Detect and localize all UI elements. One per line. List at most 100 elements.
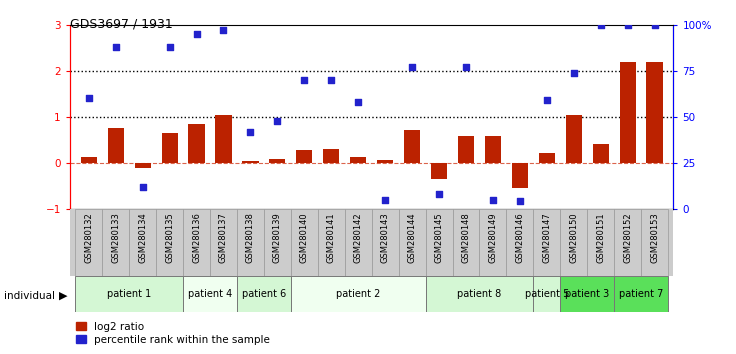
Bar [479,209,506,276]
Bar [372,209,399,276]
Point [325,77,337,83]
Text: GSM280147: GSM280147 [542,212,551,263]
Bar [81,157,97,163]
Text: GSM280146: GSM280146 [515,212,524,263]
Bar [102,209,130,276]
Point [353,99,364,105]
Text: patient 4: patient 4 [188,289,232,299]
Bar [237,276,291,312]
Text: GSM280137: GSM280137 [219,212,228,263]
Point [487,197,499,202]
Bar [323,149,339,163]
Bar [512,163,528,188]
Text: GSM280143: GSM280143 [381,212,389,263]
Point [514,199,526,204]
Point [622,22,634,28]
Text: patient 8: patient 8 [457,289,501,299]
Point [648,22,660,28]
Bar [377,160,393,163]
Text: GSM280133: GSM280133 [111,212,120,263]
Bar [135,163,151,169]
Point [406,64,418,70]
Bar [242,161,258,163]
Text: patient 2: patient 2 [336,289,381,299]
Text: GSM280139: GSM280139 [273,212,282,263]
Point [541,97,553,103]
Text: GDS3697 / 1931: GDS3697 / 1931 [70,18,173,31]
Bar [156,209,183,276]
Bar [161,133,177,163]
Bar [592,144,609,163]
Text: GSM280145: GSM280145 [434,212,444,263]
Bar [566,115,582,163]
Bar [539,153,555,163]
Text: GSM280152: GSM280152 [623,212,632,263]
Text: patient 7: patient 7 [619,289,663,299]
Point [460,64,472,70]
Bar [560,276,614,312]
Text: patient 3: patient 3 [565,289,609,299]
Text: patient 1: patient 1 [107,289,152,299]
Text: GSM280136: GSM280136 [192,212,201,263]
Bar [646,62,662,163]
Point [137,184,149,190]
Bar [641,209,668,276]
Bar [264,209,291,276]
Bar [485,136,501,163]
Bar [350,157,367,163]
Point [434,191,445,197]
Text: GSM280144: GSM280144 [408,212,417,263]
Text: GSM280138: GSM280138 [246,212,255,263]
Text: GSM280149: GSM280149 [489,212,498,263]
Text: GSM280140: GSM280140 [300,212,309,263]
Text: GSM280142: GSM280142 [354,212,363,263]
Point [163,44,175,50]
Bar [404,130,420,163]
Bar [188,124,205,163]
Text: GSM280141: GSM280141 [327,212,336,263]
Bar [183,209,210,276]
Bar [318,209,344,276]
Bar [560,209,587,276]
Text: ▶: ▶ [59,291,68,301]
Point [379,197,391,202]
Point [244,129,256,135]
Bar [458,136,474,163]
Point [595,22,606,28]
Bar [210,209,237,276]
Point [568,70,580,75]
Text: GSM280135: GSM280135 [165,212,174,263]
Text: GSM280148: GSM280148 [461,212,470,263]
Bar [107,129,124,163]
Text: GSM280151: GSM280151 [596,212,605,263]
Text: patient 6: patient 6 [242,289,286,299]
Point [83,96,95,101]
Bar [614,276,668,312]
Point [218,28,230,33]
Bar [399,209,425,276]
Text: GSM280153: GSM280153 [650,212,659,263]
Legend: log2 ratio, percentile rank within the sample: log2 ratio, percentile rank within the s… [71,317,275,349]
Text: GSM280134: GSM280134 [138,212,147,263]
Text: individual: individual [4,291,54,301]
Text: patient 5: patient 5 [525,289,569,299]
Bar [620,62,636,163]
Bar [130,209,156,276]
Bar [425,276,534,312]
Point [298,77,310,83]
Bar [534,276,560,312]
Bar [216,115,232,163]
Bar [344,209,372,276]
Bar [75,276,183,312]
Bar [296,150,312,163]
Point [110,44,121,50]
Text: GSM280150: GSM280150 [569,212,578,263]
Bar [291,209,318,276]
Bar [269,159,286,163]
Point [272,118,283,123]
Bar [587,209,614,276]
Bar [237,209,264,276]
Point [191,31,202,37]
Bar [614,209,641,276]
Bar [425,209,453,276]
